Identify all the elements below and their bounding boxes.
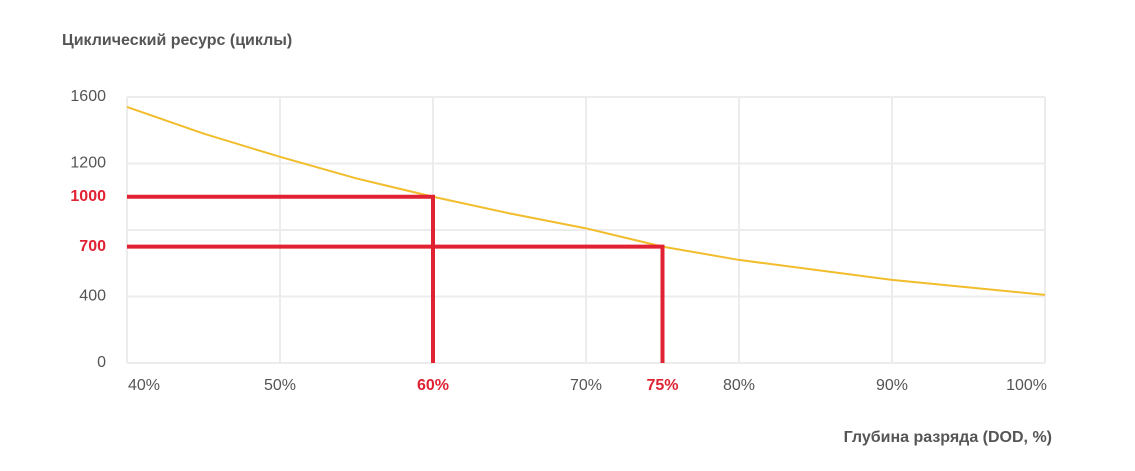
highlight-y-label: 700 bbox=[79, 238, 106, 255]
highlight-x-label: 75% bbox=[646, 377, 678, 394]
x-tick-label: 80% bbox=[723, 377, 755, 394]
y-tick-label: 1600 bbox=[70, 88, 106, 105]
x-tick-label: 100% bbox=[1006, 377, 1047, 394]
x-tick-label: 70% bbox=[570, 377, 602, 394]
y-tick-label: 1200 bbox=[70, 155, 106, 172]
x-tick-label: 50% bbox=[264, 377, 296, 394]
chart-title: Циклический ресурс (циклы) bbox=[62, 32, 292, 49]
data-line bbox=[126, 106, 1046, 296]
y-tick-label: 400 bbox=[79, 288, 106, 305]
x-tick-label: 40% bbox=[128, 377, 160, 394]
y-tick-label: 0 bbox=[97, 354, 106, 371]
x-tick-label: 90% bbox=[876, 377, 908, 394]
x-axis-title: Глубина разряда (DOD, %) bbox=[844, 429, 1052, 446]
highlight-y-label: 1000 bbox=[70, 188, 106, 205]
highlight-x-label: 60% bbox=[417, 377, 449, 394]
